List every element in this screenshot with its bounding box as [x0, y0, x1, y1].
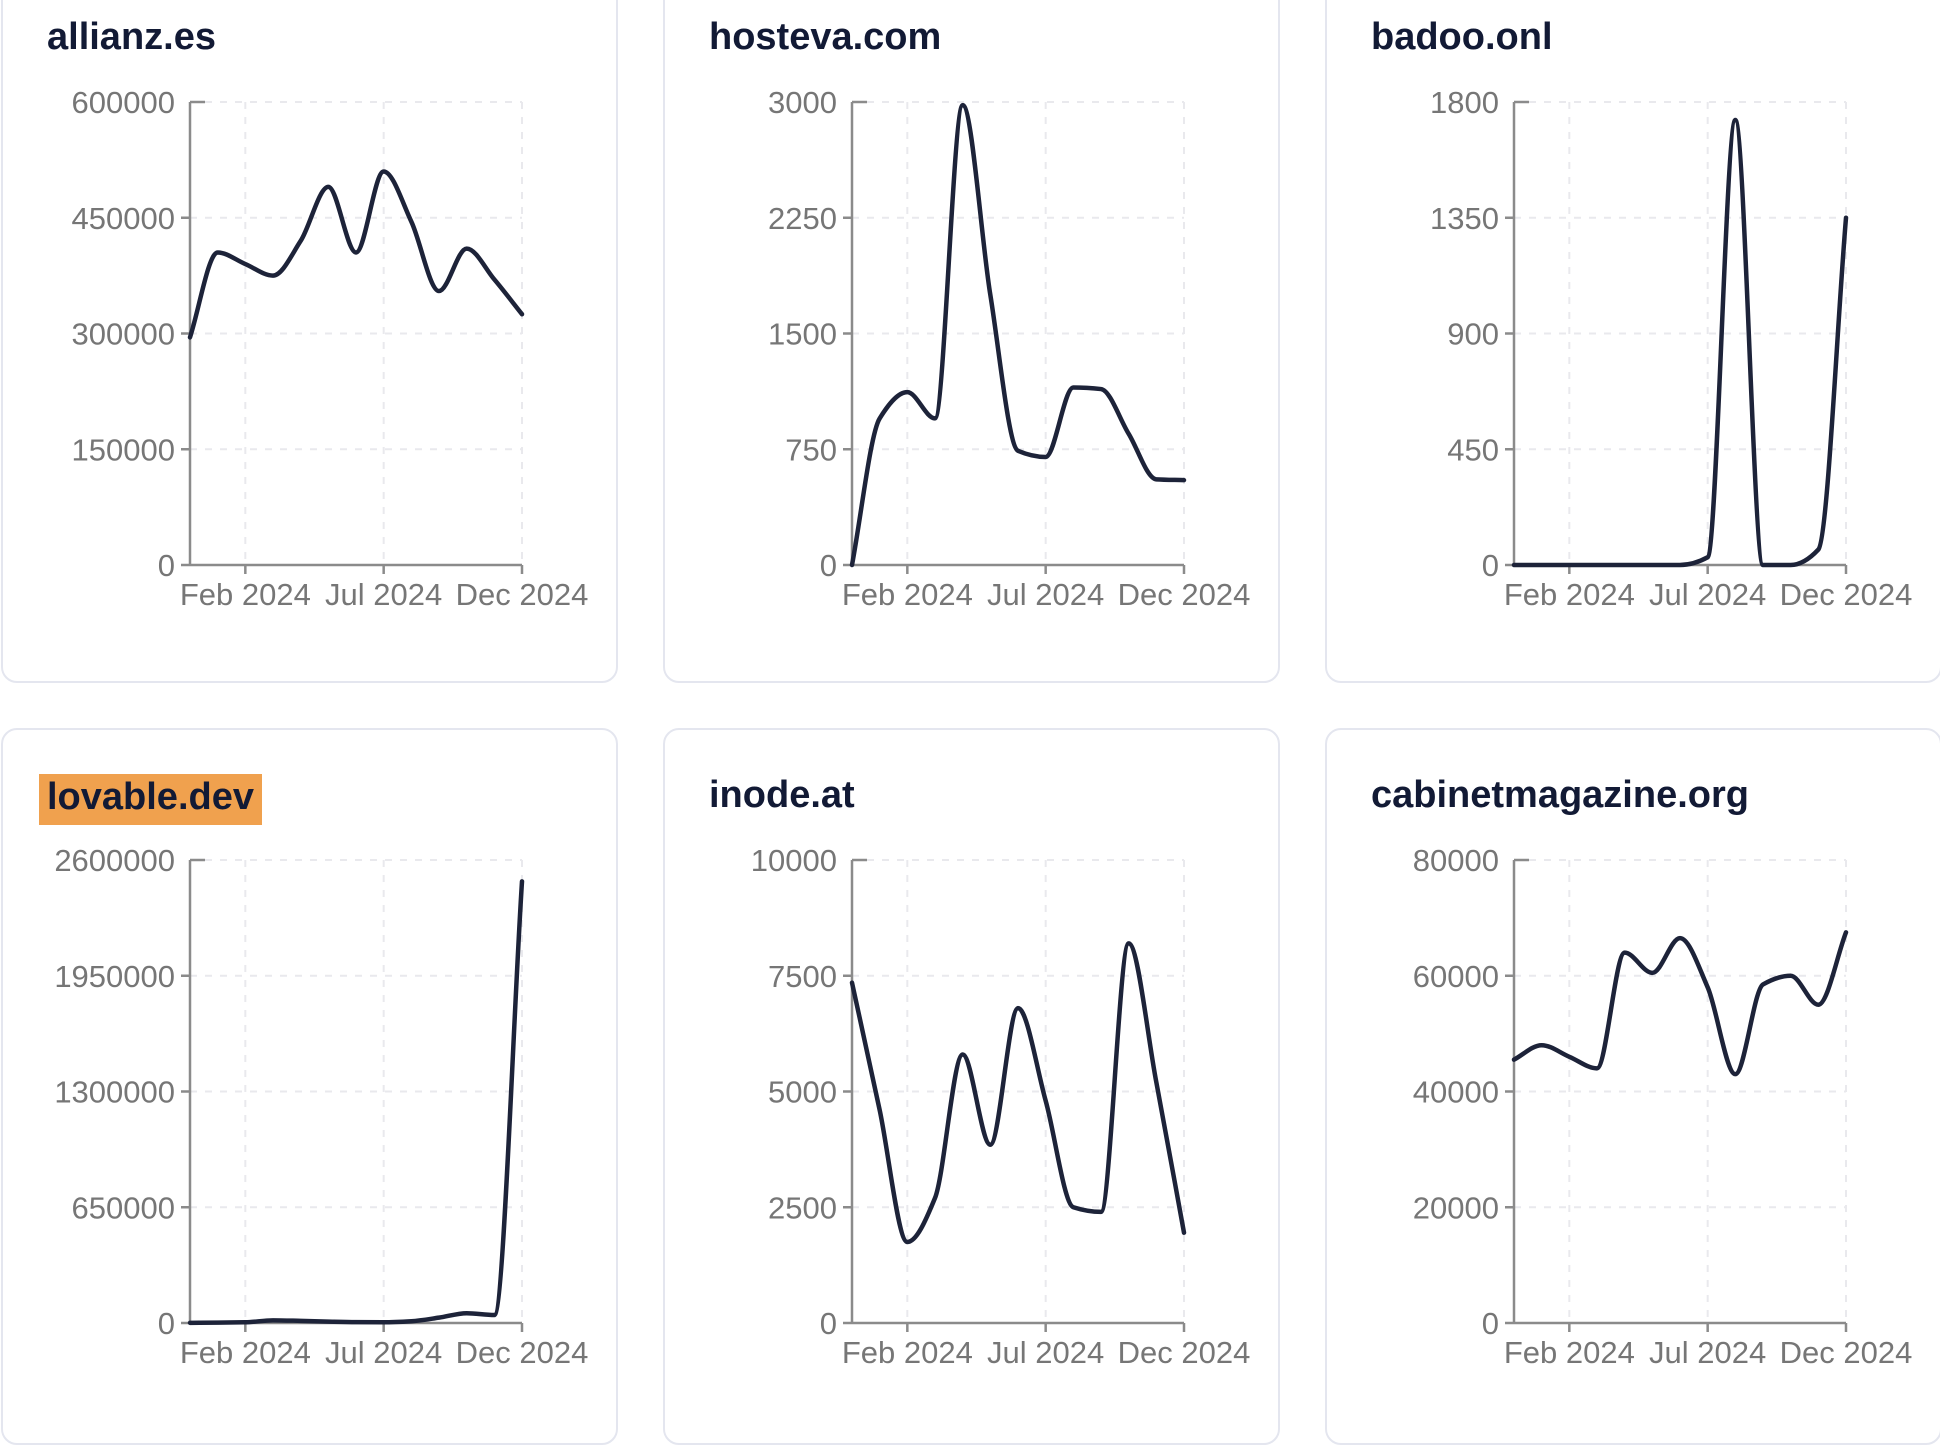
axis-labels: 0 650000 1300000 1950000 2600000 Feb 2024 Jul …: [54, 843, 588, 1370]
axis-labels: 0 2500 5000 7500 10000 Feb 2024 Jul 2024 Dec 20…: [751, 843, 1251, 1370]
y-tick-label: 150000: [72, 432, 175, 467]
y-tick-label: 0: [158, 1306, 175, 1341]
traffic-line-chart: 0 20000 40000 60000 80000 Feb 2024 Jul 2024 Dec…: [1413, 843, 1913, 1370]
domain-card-hosteva.com[interactable]: hosteva.com 0 750 1500 2250 3000 Feb 2024 Jul …: [663, 0, 1280, 683]
domain-title-text: badoo.onl: [1371, 16, 1553, 58]
domain-title-text: hosteva.com: [709, 16, 942, 58]
domain-title-text: cabinetmagazine.org: [1371, 774, 1749, 816]
axes: [843, 858, 1186, 1332]
domain-title: cabinetmagazine.org: [1371, 774, 1749, 818]
y-tick-label: 1800: [1430, 85, 1499, 120]
domain-title: allianz.es: [47, 16, 216, 60]
y-tick-label: 600000: [72, 85, 175, 120]
axis-labels: 0 750 1500 2250 3000 Feb 2024 Jul 2024 Dec 2024: [768, 85, 1250, 612]
domain-title: hosteva.com: [709, 16, 941, 60]
y-tick-label: 0: [820, 1306, 837, 1341]
y-tick-label: 20000: [1413, 1190, 1499, 1225]
domain-title: badoo.onl: [1371, 16, 1553, 60]
gridlines: [1514, 101, 1847, 565]
axes: [181, 100, 524, 574]
domain-title-text: allianz.es: [47, 16, 216, 58]
y-tick-label: 1950000: [54, 959, 175, 994]
domain-card-lovable.dev[interactable]: lovable.dev 0 650000 1300000 1950000 2600000…: [1, 728, 618, 1445]
traffic-line: [849, 102, 1187, 568]
x-tick-label: Feb 2024: [180, 1335, 311, 1370]
domain-card-cabinetmagazine.org[interactable]: cabinetmagazine.org 0 20000 40000 60000 8000…: [1325, 728, 1940, 1445]
traffic-line: [187, 879, 525, 1326]
axes: [843, 100, 1186, 574]
y-tick-label: 300000: [72, 317, 175, 352]
gridlines: [190, 101, 523, 565]
x-tick-label: Dec 2024: [1780, 577, 1913, 612]
domain-title: lovable.dev: [39, 774, 262, 825]
x-tick-label: Jul 2024: [987, 1335, 1104, 1370]
y-tick-label: 40000: [1413, 1075, 1499, 1110]
x-tick-label: Jul 2024: [1649, 1335, 1766, 1370]
x-tick-label: Jul 2024: [1649, 577, 1766, 612]
x-tick-label: Feb 2024: [842, 577, 973, 612]
y-tick-label: 2600000: [54, 843, 175, 878]
y-tick-label: 2250: [768, 201, 837, 236]
axis-labels: 0 450 900 1350 1800 Feb 2024 Jul 2024 Dec 2024: [1430, 85, 1912, 612]
x-tick-label: Jul 2024: [987, 577, 1104, 612]
x-tick-label: Feb 2024: [1504, 1335, 1635, 1370]
y-tick-label: 3000: [768, 85, 837, 120]
y-tick-label: 1300000: [54, 1075, 175, 1110]
gridlines: [852, 859, 1185, 1323]
y-tick-label: 5000: [768, 1075, 837, 1110]
axes: [1505, 100, 1848, 574]
x-tick-label: Jul 2024: [325, 577, 442, 612]
y-tick-label: 80000: [1413, 843, 1499, 878]
y-tick-label: 60000: [1413, 959, 1499, 994]
domain-card-allianz.es[interactable]: allianz.es 0 150000 300000 450000 600000 Feb …: [1, 0, 618, 683]
x-tick-label: Dec 2024: [456, 1335, 589, 1370]
x-tick-label: Feb 2024: [842, 1335, 973, 1370]
y-tick-label: 1350: [1430, 201, 1499, 236]
gridlines: [1514, 859, 1847, 1323]
y-tick-label: 450: [1447, 432, 1499, 467]
traffic-line-chart: 0 650000 1300000 1950000 2600000 Feb 2024 Jul …: [54, 843, 588, 1370]
gridlines: [852, 101, 1185, 565]
domain-title-text: lovable.dev: [39, 774, 262, 825]
x-tick-label: Dec 2024: [456, 577, 589, 612]
axes: [181, 858, 524, 1332]
x-tick-label: Dec 2024: [1780, 1335, 1913, 1370]
y-tick-label: 0: [1482, 1306, 1499, 1341]
traffic-line-chart: 0 450 900 1350 1800 Feb 2024 Jul 2024 Dec 2024: [1430, 85, 1912, 612]
domain-title-text: inode.at: [709, 774, 855, 816]
y-tick-label: 900: [1447, 317, 1499, 352]
axis-labels: 0 150000 300000 450000 600000 Feb 2024 Jul 202…: [72, 85, 589, 612]
y-tick-label: 0: [1482, 548, 1499, 583]
y-tick-label: 0: [158, 548, 175, 583]
traffic-line: [1511, 117, 1849, 568]
y-tick-label: 2500: [768, 1190, 837, 1225]
traffic-line: [187, 169, 525, 340]
x-tick-label: Feb 2024: [180, 577, 311, 612]
y-tick-label: 1500: [768, 317, 837, 352]
traffic-line-chart: 0 2500 5000 7500 10000 Feb 2024 Jul 2024 Dec 20…: [751, 843, 1251, 1370]
x-tick-label: Jul 2024: [325, 1335, 442, 1370]
y-tick-label: 750: [785, 432, 837, 467]
y-tick-label: 650000: [72, 1190, 175, 1225]
domain-title: inode.at: [709, 774, 855, 818]
x-tick-label: Feb 2024: [1504, 577, 1635, 612]
x-tick-label: Dec 2024: [1118, 577, 1251, 612]
domain-card-badoo.onl[interactable]: badoo.onl 0 450 900 1350 1800 Feb 2024 Jul 202…: [1325, 0, 1940, 683]
y-tick-label: 7500: [768, 959, 837, 994]
traffic-line: [1511, 930, 1849, 1077]
traffic-line-chart: 0 750 1500 2250 3000 Feb 2024 Jul 2024 Dec 2024: [768, 85, 1250, 612]
axis-labels: 0 20000 40000 60000 80000 Feb 2024 Jul 2024 Dec…: [1413, 843, 1913, 1370]
gridlines: [190, 859, 523, 1323]
traffic-line: [849, 941, 1187, 1245]
y-tick-label: 10000: [751, 843, 837, 878]
x-tick-label: Dec 2024: [1118, 1335, 1251, 1370]
domain-card-inode.at[interactable]: inode.at 0 2500 5000 7500 10000 Feb 2024 Jul 2…: [663, 728, 1280, 1445]
y-tick-label: 450000: [72, 201, 175, 236]
y-tick-label: 0: [820, 548, 837, 583]
axes: [1505, 858, 1848, 1332]
traffic-line-chart: 0 150000 300000 450000 600000 Feb 2024 Jul 202…: [72, 85, 589, 612]
